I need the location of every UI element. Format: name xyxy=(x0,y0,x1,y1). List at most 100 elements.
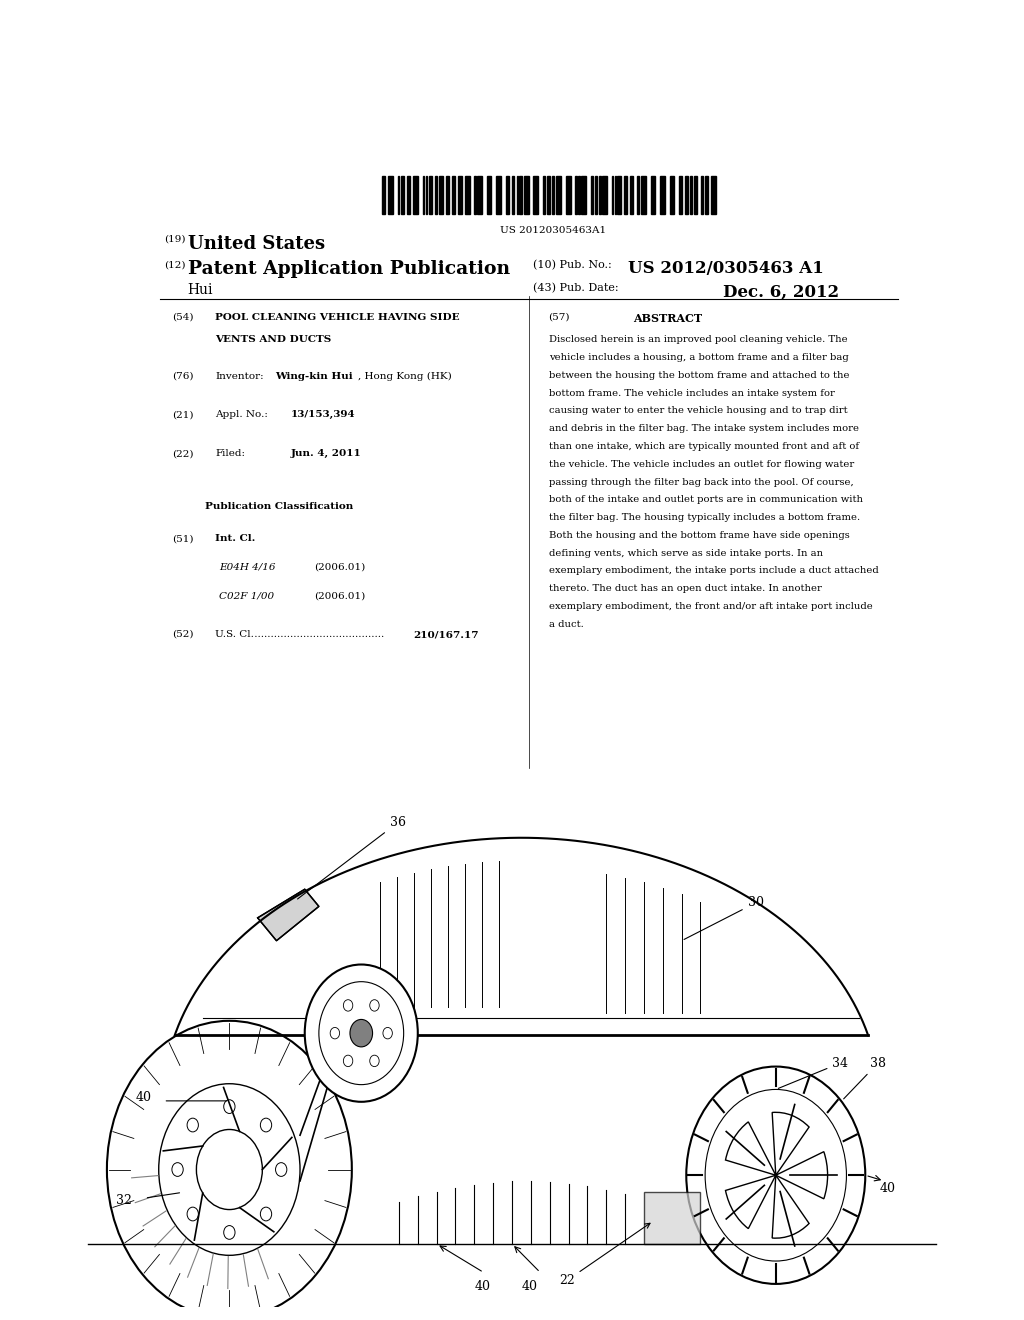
Text: ABSTRACT: ABSTRACT xyxy=(633,313,702,323)
Bar xyxy=(591,176,593,214)
Bar xyxy=(641,176,646,214)
Text: bottom frame. The vehicle includes an intake system for: bottom frame. The vehicle includes an in… xyxy=(549,388,835,397)
Text: Inventor:: Inventor: xyxy=(215,372,264,381)
Text: (2006.01): (2006.01) xyxy=(314,591,366,601)
Text: 22: 22 xyxy=(559,1224,650,1287)
Circle shape xyxy=(370,1055,379,1067)
Bar xyxy=(581,176,586,214)
Text: C02F 1/00: C02F 1/00 xyxy=(219,591,274,601)
Text: 13/153,394: 13/153,394 xyxy=(291,411,355,420)
Text: 40: 40 xyxy=(880,1183,895,1196)
Text: US 20120305463A1: US 20120305463A1 xyxy=(500,227,605,235)
Text: Patent Application Publication: Patent Application Publication xyxy=(187,260,510,279)
Bar xyxy=(552,176,554,214)
Text: thereto. The duct has an open duct intake. In another: thereto. The duct has an open duct intak… xyxy=(549,585,821,593)
Text: Hui: Hui xyxy=(187,284,213,297)
Bar xyxy=(624,176,627,214)
Bar xyxy=(548,176,550,214)
Text: POOL CLEANING VEHICLE HAVING SIDE: POOL CLEANING VEHICLE HAVING SIDE xyxy=(215,313,460,322)
Text: 30: 30 xyxy=(684,896,764,940)
Text: 38: 38 xyxy=(844,1056,886,1098)
Text: the vehicle. The vehicle includes an outlet for flowing water: the vehicle. The vehicle includes an out… xyxy=(549,459,854,469)
Text: (54): (54) xyxy=(172,313,194,322)
Bar xyxy=(700,176,702,214)
Bar xyxy=(429,176,432,214)
Text: between the housing the bottom frame and attached to the: between the housing the bottom frame and… xyxy=(549,371,849,380)
Text: 36: 36 xyxy=(298,816,406,899)
Text: Disclosed herein is an improved pool cleaning vehicle. The: Disclosed herein is an improved pool cle… xyxy=(549,335,847,345)
Text: (43) Pub. Date:: (43) Pub. Date: xyxy=(532,284,618,294)
Text: Wing-kin Hui: Wing-kin Hui xyxy=(274,372,352,381)
Text: VENTS AND DUCTS: VENTS AND DUCTS xyxy=(215,335,332,345)
Text: (12): (12) xyxy=(164,260,185,269)
Text: exemplary embodiment, the intake ports include a duct attached: exemplary embodiment, the intake ports i… xyxy=(549,566,879,576)
Bar xyxy=(465,176,470,214)
Text: and debris in the filter bag. The intake system includes more: and debris in the filter bag. The intake… xyxy=(549,424,858,433)
Bar xyxy=(524,176,528,214)
Text: (19): (19) xyxy=(164,235,185,244)
Circle shape xyxy=(305,965,418,1102)
Bar xyxy=(602,176,607,214)
Text: causing water to enter the vehicle housing and to trap dirt: causing water to enter the vehicle housi… xyxy=(549,407,847,416)
Text: , Hong Kong (HK): , Hong Kong (HK) xyxy=(358,372,452,381)
Bar xyxy=(630,176,634,214)
Bar xyxy=(426,176,427,214)
Bar xyxy=(650,176,655,214)
Text: Dec. 6, 2012: Dec. 6, 2012 xyxy=(723,284,840,301)
Text: ........................................: ........................................ xyxy=(251,630,387,639)
Bar xyxy=(679,176,682,214)
Text: defining vents, which serve as side intake ports. In an: defining vents, which serve as side inta… xyxy=(549,549,822,557)
Text: 210/167.17: 210/167.17 xyxy=(414,630,479,639)
Bar xyxy=(459,176,462,214)
Bar xyxy=(611,176,613,214)
Bar xyxy=(474,176,476,214)
Text: Filed:: Filed: xyxy=(215,449,246,458)
Bar xyxy=(556,176,561,214)
Text: Publication Classification: Publication Classification xyxy=(205,502,353,511)
Polygon shape xyxy=(258,890,318,941)
Bar xyxy=(506,176,509,214)
Circle shape xyxy=(383,1027,392,1039)
Text: Jun. 4, 2011: Jun. 4, 2011 xyxy=(291,449,361,458)
Text: United States: United States xyxy=(187,235,325,252)
Bar xyxy=(670,176,675,214)
Bar xyxy=(516,176,518,214)
Bar xyxy=(435,176,437,214)
Bar xyxy=(617,176,621,214)
Bar xyxy=(486,176,492,214)
Wedge shape xyxy=(726,1122,776,1175)
Bar xyxy=(712,176,716,214)
Text: 40: 40 xyxy=(521,1279,538,1292)
Bar xyxy=(543,176,545,214)
Text: E04H 4/16: E04H 4/16 xyxy=(219,562,275,572)
Wedge shape xyxy=(772,1175,809,1238)
Bar xyxy=(706,176,709,214)
Text: both of the intake and outlet ports are in communication with: both of the intake and outlet ports are … xyxy=(549,495,862,504)
Bar xyxy=(445,176,449,214)
Bar xyxy=(397,176,399,214)
Text: (52): (52) xyxy=(172,630,194,639)
Circle shape xyxy=(330,1027,340,1039)
Bar xyxy=(407,176,411,214)
Text: (76): (76) xyxy=(172,372,194,381)
Text: (10) Pub. No.:: (10) Pub. No.: xyxy=(532,260,611,271)
Text: passing through the filter bag back into the pool. Of course,: passing through the filter bag back into… xyxy=(549,478,853,487)
Circle shape xyxy=(343,1055,353,1067)
Bar xyxy=(497,176,501,214)
Bar xyxy=(575,176,577,214)
Text: (57): (57) xyxy=(549,313,570,322)
Bar xyxy=(512,176,514,214)
Circle shape xyxy=(370,999,379,1011)
Text: (51): (51) xyxy=(172,535,194,544)
Text: US 2012/0305463 A1: US 2012/0305463 A1 xyxy=(628,260,823,277)
Text: 40: 40 xyxy=(474,1279,490,1292)
Circle shape xyxy=(350,1019,373,1047)
Bar xyxy=(614,176,616,214)
Text: vehicle includes a housing, a bottom frame and a filter bag: vehicle includes a housing, a bottom fra… xyxy=(549,352,848,362)
Text: Appl. No.:: Appl. No.: xyxy=(215,411,268,420)
Bar xyxy=(595,176,597,214)
Bar xyxy=(388,176,393,214)
Bar xyxy=(439,176,442,214)
Bar xyxy=(685,176,688,214)
Text: Int. Cl.: Int. Cl. xyxy=(215,535,256,544)
